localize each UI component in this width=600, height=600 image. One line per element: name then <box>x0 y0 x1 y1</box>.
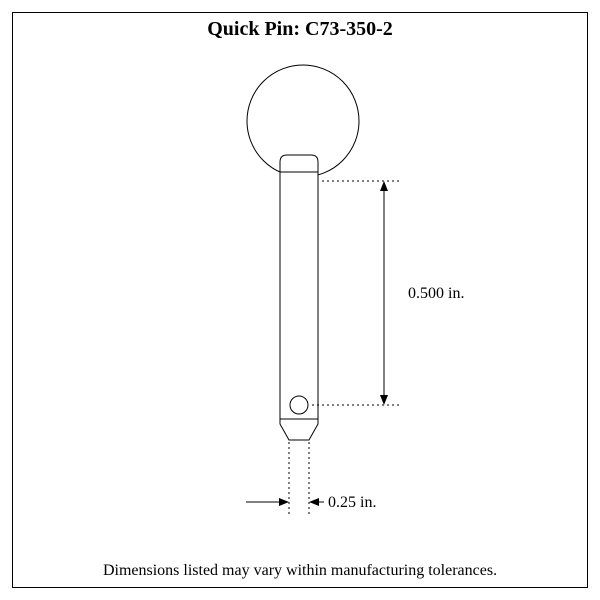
arrow-up <box>380 181 388 191</box>
arrow-left-in <box>309 498 319 506</box>
pin-head <box>280 155 318 172</box>
diagram-canvas: 0.500 in. 0.25 in. <box>12 12 588 588</box>
length-dim-label: 0.500 in. <box>408 285 464 302</box>
pin-tip <box>280 419 318 440</box>
arrow-down <box>380 395 388 405</box>
width-dim-label: 0.25 in. <box>328 494 376 511</box>
arrow-right-in <box>279 498 289 506</box>
footnote: Dimensions listed may vary within manufa… <box>0 562 600 580</box>
pin-shaft <box>280 172 318 419</box>
detent-ball <box>290 396 308 414</box>
